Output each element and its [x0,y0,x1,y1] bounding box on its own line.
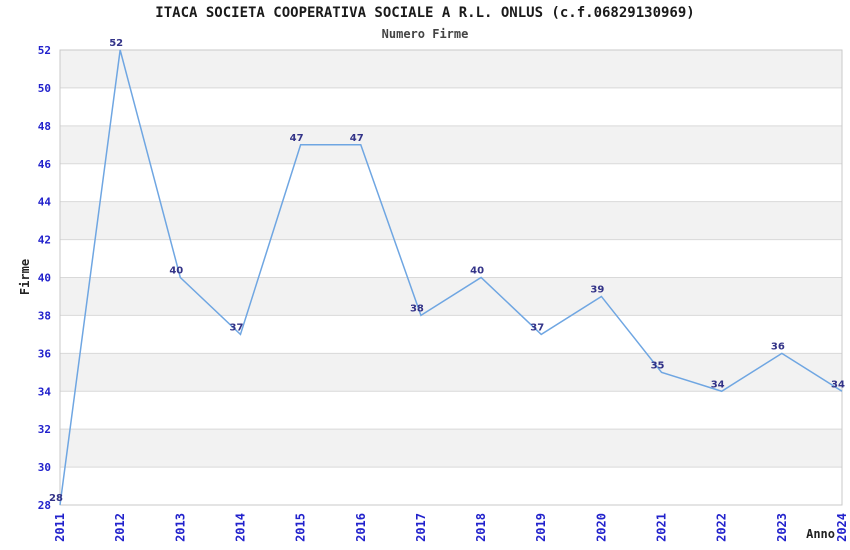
data-point-label: 34 [831,379,845,390]
data-point-label: 47 [290,133,304,144]
y-tick-label: 38 [38,309,51,322]
x-tick-label: 2015 [294,513,308,542]
data-point-label: 40 [169,266,183,277]
data-point-label: 35 [651,360,665,371]
data-point-label: 38 [410,303,424,314]
data-point-label: 47 [350,133,364,144]
y-tick-label: 40 [38,272,51,285]
y-tick-label: 32 [38,423,51,436]
y-tick-label: 28 [38,499,51,512]
chart-subtitle: Numero Firme [381,27,469,41]
x-tick-label: 2014 [233,513,247,542]
plot-band [60,467,842,505]
x-tick-label: 2021 [655,513,669,542]
series-line [59,49,843,506]
y-tick-label: 44 [38,196,52,209]
plot-band [60,353,842,392]
plot-band [60,50,842,88]
data-point-label: 34 [711,379,725,390]
data-point-label: 28 [49,493,63,504]
plot-band [60,125,842,164]
data-point-label: 37 [230,322,244,333]
y-tick-label: 36 [38,347,52,360]
plot-band [60,87,842,126]
x-axis-title: Anno [806,527,835,541]
plot-band [60,429,842,468]
y-tick-label: 46 [38,158,52,171]
x-tick-label: 2011 [53,513,67,542]
plot-band [60,239,842,278]
y-tick-label: 52 [38,44,51,57]
data-point-label: 36 [771,341,785,352]
data-point-label: 40 [470,266,484,277]
x-tick-label: 2022 [715,513,729,542]
x-tick-label: 2023 [775,513,789,542]
y-tick-label: 42 [38,234,51,247]
x-tick-label: 2018 [474,513,488,542]
x-tick-label: 2012 [113,513,127,542]
plot-band [60,201,842,240]
plot-band [60,315,842,354]
plot-band [60,391,842,430]
y-tick-label: 50 [38,82,51,95]
y-tick-label: 34 [38,385,52,398]
plot-band [60,163,842,202]
x-tick-label: 2020 [594,513,608,542]
y-tick-label: 30 [38,461,51,474]
data-point-label: 37 [530,322,544,333]
x-tick-label: 2017 [414,513,428,542]
x-tick-label: 2024 [835,513,849,542]
y-tick-label: 48 [38,120,51,133]
x-tick-label: 2013 [173,513,187,542]
x-tick-label: 2019 [534,513,548,542]
x-tick-label: 2016 [354,513,368,542]
plot-border [59,49,843,506]
data-point-label: 52 [109,38,123,49]
data-point-label: 39 [590,284,604,295]
chart-title: ITACA SOCIETA COOPERATIVA SOCIALE A R.L.… [155,5,695,21]
